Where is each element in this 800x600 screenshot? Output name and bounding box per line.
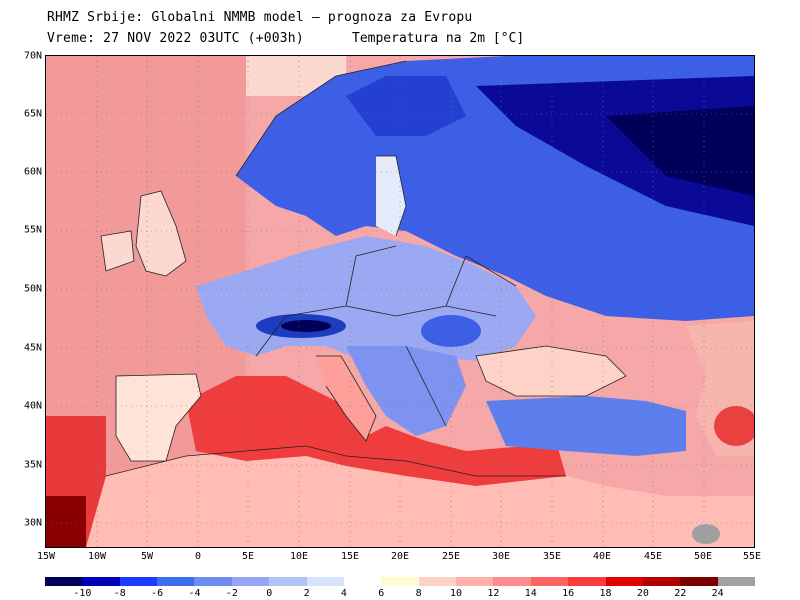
colorbar-swatch bbox=[194, 577, 233, 586]
north-africa bbox=[86, 446, 754, 547]
colorbar-tick-label: 12 bbox=[487, 588, 500, 599]
ireland bbox=[101, 231, 134, 271]
lat-label-30n: 30N bbox=[23, 517, 42, 529]
colorbar-tick-label: 6 bbox=[378, 588, 385, 599]
country-borders bbox=[100, 60, 627, 477]
lat-label-40n: 40N bbox=[23, 400, 42, 412]
lon-label-0: 0 bbox=[194, 551, 202, 562]
colorbar-swatch bbox=[456, 577, 494, 586]
russia-coldest bbox=[606, 106, 754, 196]
lapland bbox=[346, 76, 466, 136]
colorbar-tick-label: 2 bbox=[303, 588, 310, 599]
colorbar-tick-label: 22 bbox=[674, 588, 687, 599]
colorbar-swatch bbox=[306, 577, 345, 586]
anatolia bbox=[486, 396, 686, 456]
colorbar-tick-label: 14 bbox=[524, 588, 537, 599]
colorbar-swatch bbox=[530, 577, 569, 586]
lat-label-70n: 70N bbox=[23, 50, 42, 62]
lon-label-35e: 35E bbox=[542, 551, 562, 562]
lon-label-55e: 55E bbox=[742, 551, 762, 562]
colorbar-swatch bbox=[493, 577, 532, 586]
colorbar-swatch bbox=[269, 577, 308, 586]
lon-label-30e: 30E bbox=[491, 551, 511, 562]
black-sea bbox=[476, 346, 626, 396]
lon-label-15w: 15W bbox=[36, 551, 56, 562]
colorbar-tick-label: 20 bbox=[636, 588, 649, 599]
gulf-hotspot bbox=[692, 524, 720, 544]
colorbar-tick-label: 0 bbox=[266, 588, 273, 599]
colorbar-tick-label: -6 bbox=[151, 588, 164, 599]
lat-label-55n: 55N bbox=[23, 224, 42, 236]
graticule bbox=[46, 56, 754, 547]
temperature-colorbar bbox=[45, 577, 756, 586]
colorbar-tick-label: 18 bbox=[599, 588, 612, 599]
colorbar-tick-label: 8 bbox=[415, 588, 422, 599]
colorbar-tick-label: -2 bbox=[225, 588, 238, 599]
map-canvas bbox=[46, 56, 754, 547]
baltic-sea bbox=[376, 156, 406, 236]
lat-label-50n: 50N bbox=[23, 283, 42, 295]
mediterranean-sea bbox=[186, 376, 566, 486]
lon-label-25e: 25E bbox=[441, 551, 461, 562]
iberia bbox=[116, 374, 201, 461]
canary-warm bbox=[46, 496, 86, 547]
colorbar-swatch bbox=[381, 577, 420, 586]
colorbar-tick-label: 10 bbox=[450, 588, 463, 599]
colorbar-tick-label: 16 bbox=[562, 588, 575, 599]
lat-label-35n: 35N bbox=[23, 459, 42, 471]
colorbar-swatch bbox=[642, 577, 681, 586]
colorbar-swatch bbox=[605, 577, 644, 586]
caspian-warm bbox=[714, 406, 754, 446]
colorbar-swatch bbox=[343, 577, 382, 586]
lon-label-10w: 10W bbox=[87, 551, 107, 562]
temperature-map bbox=[45, 55, 755, 548]
italy bbox=[316, 356, 376, 441]
colorbar-swatch bbox=[119, 577, 158, 586]
lon-label-20e: 20E bbox=[390, 551, 410, 562]
colorbar-swatch bbox=[45, 577, 83, 586]
colorbar-swatch bbox=[418, 577, 457, 586]
colorbar-tick-label: -8 bbox=[113, 588, 126, 599]
lat-label-60n: 60N bbox=[23, 166, 42, 178]
colorbar-tick-label: -4 bbox=[188, 588, 201, 599]
lon-label-45e: 45E bbox=[643, 551, 663, 562]
lat-label-65n: 65N bbox=[23, 108, 42, 120]
colorbar-swatch bbox=[568, 577, 607, 586]
forecast-time: Vreme: 27 NOV 2022 03UTC (+003h) bbox=[47, 31, 304, 46]
lat-label-45n: 45N bbox=[23, 342, 42, 354]
variable-label: Temperatura na 2m [°C] bbox=[352, 31, 525, 46]
map-title: RHMZ Srbije: Globalni NMMB model — progn… bbox=[47, 10, 473, 25]
lon-label-15e: 15E bbox=[340, 551, 360, 562]
lon-label-5e: 5E bbox=[241, 551, 255, 562]
alps-core bbox=[281, 320, 331, 332]
lon-label-10e: 10E bbox=[289, 551, 309, 562]
lon-label-5w: 5W bbox=[140, 551, 154, 562]
colorbar-swatch bbox=[717, 577, 756, 586]
lon-label-50e: 50E bbox=[693, 551, 713, 562]
balkans bbox=[346, 346, 466, 436]
colorbar-tick-label: 24 bbox=[711, 588, 724, 599]
colorbar-swatch bbox=[157, 577, 195, 586]
great-britain bbox=[136, 191, 186, 276]
colorbar-tick-label: 4 bbox=[340, 588, 347, 599]
colorbar-swatch bbox=[231, 577, 270, 586]
lon-label-40e: 40E bbox=[592, 551, 612, 562]
colorbar-tick-label: -10 bbox=[73, 588, 92, 599]
colorbar-swatch bbox=[82, 577, 121, 586]
colorbar-swatch bbox=[680, 577, 719, 586]
